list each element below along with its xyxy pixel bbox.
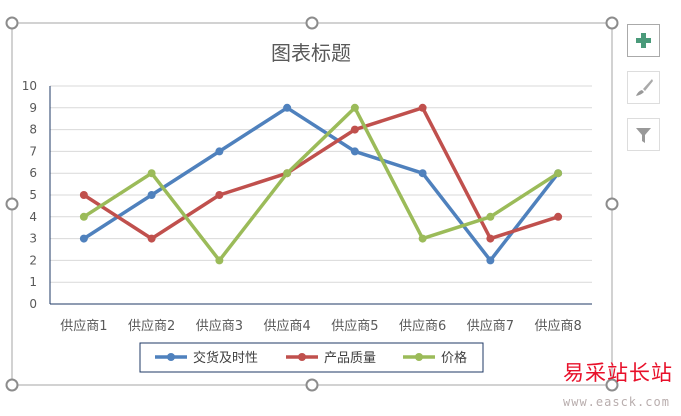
chart-filters-button[interactable] — [627, 118, 660, 151]
plus-icon — [636, 33, 651, 48]
data-point — [554, 169, 563, 178]
y-tick-label: 7 — [29, 144, 37, 158]
resize-handle[interactable] — [605, 378, 619, 392]
legend-label: 价格 — [441, 350, 467, 366]
data-point — [215, 256, 224, 265]
series-line-2 — [82, 106, 559, 241]
series-line-3 — [82, 106, 560, 263]
legend-label: 交货及时性 — [193, 350, 258, 366]
filter-icon — [636, 128, 651, 143]
data-point — [215, 191, 224, 199]
x-tick-label: 供应商3 — [196, 318, 243, 334]
chart-title[interactable]: 图表标题 — [271, 41, 351, 65]
x-tick-label: 供应商5 — [331, 318, 378, 334]
data-point — [486, 234, 495, 243]
y-tick-label: 10 — [22, 79, 37, 93]
y-tick-label: 2 — [29, 253, 37, 267]
chart-styles-button[interactable] — [627, 71, 660, 104]
data-point — [486, 256, 495, 265]
data-point — [350, 103, 359, 112]
data-point — [147, 234, 156, 243]
data-point — [215, 147, 224, 156]
resize-handle[interactable] — [5, 197, 19, 211]
data-point — [418, 103, 427, 112]
legend[interactable]: 交货及时性 产品质量 价格 — [139, 342, 484, 373]
legend-marker — [167, 353, 175, 361]
resize-handles[interactable] — [5, 16, 619, 392]
y-tick-label: 3 — [29, 232, 37, 246]
x-tick-label: 供应商6 — [399, 318, 446, 334]
x-tick-label: 供应商1 — [60, 318, 107, 334]
x-tick-label: 供应商2 — [128, 318, 175, 334]
data-point — [418, 234, 427, 243]
data-point — [486, 212, 495, 221]
data-point — [79, 191, 88, 199]
data-point — [79, 212, 88, 221]
x-tick-label: 供应商7 — [467, 318, 514, 334]
resize-handle[interactable] — [605, 197, 619, 211]
resize-handle[interactable] — [605, 16, 619, 30]
data-point — [283, 169, 292, 178]
data-point — [147, 169, 156, 178]
legend-marker — [415, 353, 423, 361]
y-tick-label: 8 — [29, 123, 37, 137]
x-tick-label: 供应商8 — [534, 318, 581, 334]
data-point — [418, 169, 427, 178]
data-point — [350, 147, 359, 156]
data-point — [79, 234, 88, 243]
x-axis-labels: 供应商1 供应商2 供应商3 供应商4 供应商5 供应商6 供应商7 供应商8 — [60, 318, 582, 334]
watermark-logo: 易采站长站 — [563, 361, 673, 385]
data-point — [554, 212, 563, 221]
x-tick-label: 供应商4 — [263, 318, 310, 334]
data-point — [350, 125, 359, 134]
resize-handle[interactable] — [305, 378, 319, 392]
y-tick-label: 0 — [29, 297, 37, 311]
brush-icon — [636, 79, 653, 96]
y-tick-label: 1 — [29, 275, 37, 289]
legend-marker — [298, 353, 306, 361]
legend-label: 产品质量 — [324, 351, 376, 366]
y-tick-label: 6 — [29, 166, 37, 180]
series-lines — [79, 103, 563, 265]
y-tick-label: 9 — [29, 101, 37, 115]
chart-elements-button[interactable] — [627, 24, 660, 57]
data-point — [147, 191, 156, 199]
resize-handle[interactable] — [5, 16, 19, 30]
resize-handle[interactable] — [5, 378, 19, 392]
data-point — [283, 103, 292, 112]
gridlines — [49, 85, 592, 305]
watermark-url: www.easck.com — [563, 395, 670, 409]
y-axis-labels: 0 1 2 3 4 5 6 7 8 9 10 — [22, 79, 37, 311]
y-tick-label: 4 — [29, 210, 37, 224]
y-tick-label: 5 — [29, 188, 37, 202]
resize-handle[interactable] — [305, 16, 319, 30]
